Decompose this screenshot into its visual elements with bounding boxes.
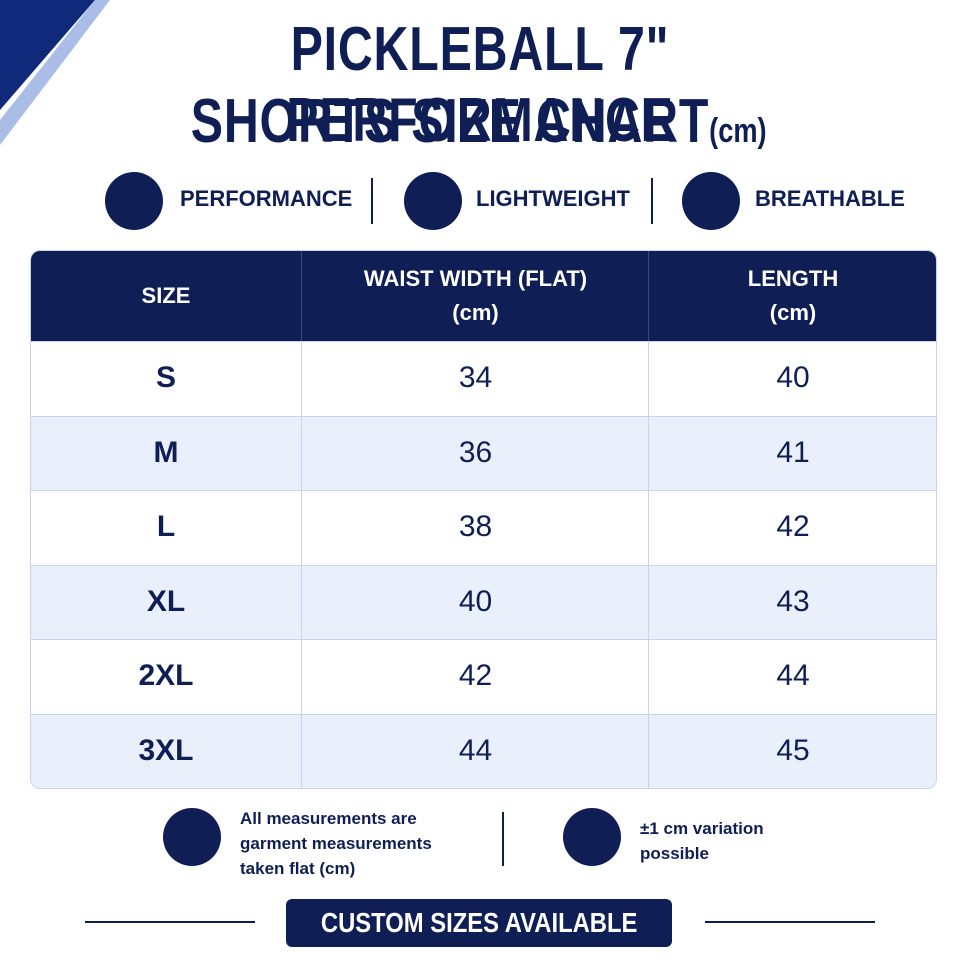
note: All measurements are garment measurements…	[240, 806, 432, 881]
note-line: taken flat (cm)	[240, 859, 356, 878]
divider	[651, 178, 653, 224]
title-line: SHORTS SIZE CHART	[190, 87, 710, 156]
header-text: (cm)	[769, 300, 817, 325]
note-line: possible	[640, 844, 709, 863]
note-icon	[163, 808, 221, 866]
divider	[502, 812, 504, 866]
cell: M	[153, 435, 179, 469]
feature-icon	[682, 172, 740, 230]
cell: 40	[301, 564, 649, 639]
banner: CUSTOM SIZES AVAILABLE	[286, 899, 672, 947]
header-cell: WAIST WIDTH (FLAT) (cm)	[301, 251, 649, 341]
corner-decoration	[0, 0, 110, 145]
note-line: ±1 cm variation	[640, 819, 764, 838]
cell: 38	[301, 490, 649, 565]
cell: 36	[301, 415, 649, 490]
cell: 42	[648, 490, 936, 565]
header-text: SIZE	[141, 283, 191, 308]
feature-label: BREATHABLE	[755, 186, 905, 211]
title-unit: (cm)	[709, 112, 767, 150]
feature-icon	[105, 172, 163, 230]
rule	[85, 921, 255, 923]
feature-label: LIGHTWEIGHT	[476, 186, 630, 211]
cell: 40	[648, 341, 936, 416]
title-line: PICKLEBALL 7" PERFORMANCE	[286, 15, 674, 155]
note-line: garment measurements	[240, 834, 432, 853]
note-line: All measurements are	[240, 809, 417, 828]
note: ±1 cm variation possible	[640, 816, 764, 866]
rule	[705, 921, 875, 923]
cell: 44	[648, 639, 936, 714]
cell: 41	[648, 415, 936, 490]
header-text: (cm)	[452, 300, 499, 325]
note-icon	[563, 808, 621, 866]
header-text: WAIST WIDTH (FLAT)	[363, 266, 588, 291]
cell: 44	[301, 713, 649, 788]
row-bg	[31, 639, 936, 715]
row-bg	[31, 490, 936, 566]
cell: 45	[648, 713, 936, 788]
banner-text: CUSTOM SIZES AVAILABLE	[320, 907, 638, 938]
feature-label: PERFORMANCE	[180, 186, 353, 211]
header-cell: SIZE	[31, 251, 301, 341]
cell: XL	[146, 584, 186, 618]
cell: 2XL	[138, 659, 194, 693]
cell: 3XL	[138, 733, 194, 767]
row-bg	[31, 713, 936, 788]
row-bg	[31, 341, 936, 417]
cell: 43	[648, 564, 936, 639]
row-bg	[31, 564, 936, 640]
divider	[371, 178, 373, 224]
cell: S	[155, 361, 176, 395]
row-bg	[31, 415, 936, 491]
cell: L	[156, 510, 176, 544]
cell: 42	[301, 639, 649, 714]
feature-icon	[404, 172, 462, 230]
header-text: LENGTH	[747, 266, 839, 291]
cell: 34	[301, 341, 649, 416]
header-cell: LENGTH (cm)	[648, 251, 936, 341]
size-table: SIZE WAIST WIDTH (FLAT) (cm) LENGTH (cm) S 34 4…	[30, 250, 937, 789]
